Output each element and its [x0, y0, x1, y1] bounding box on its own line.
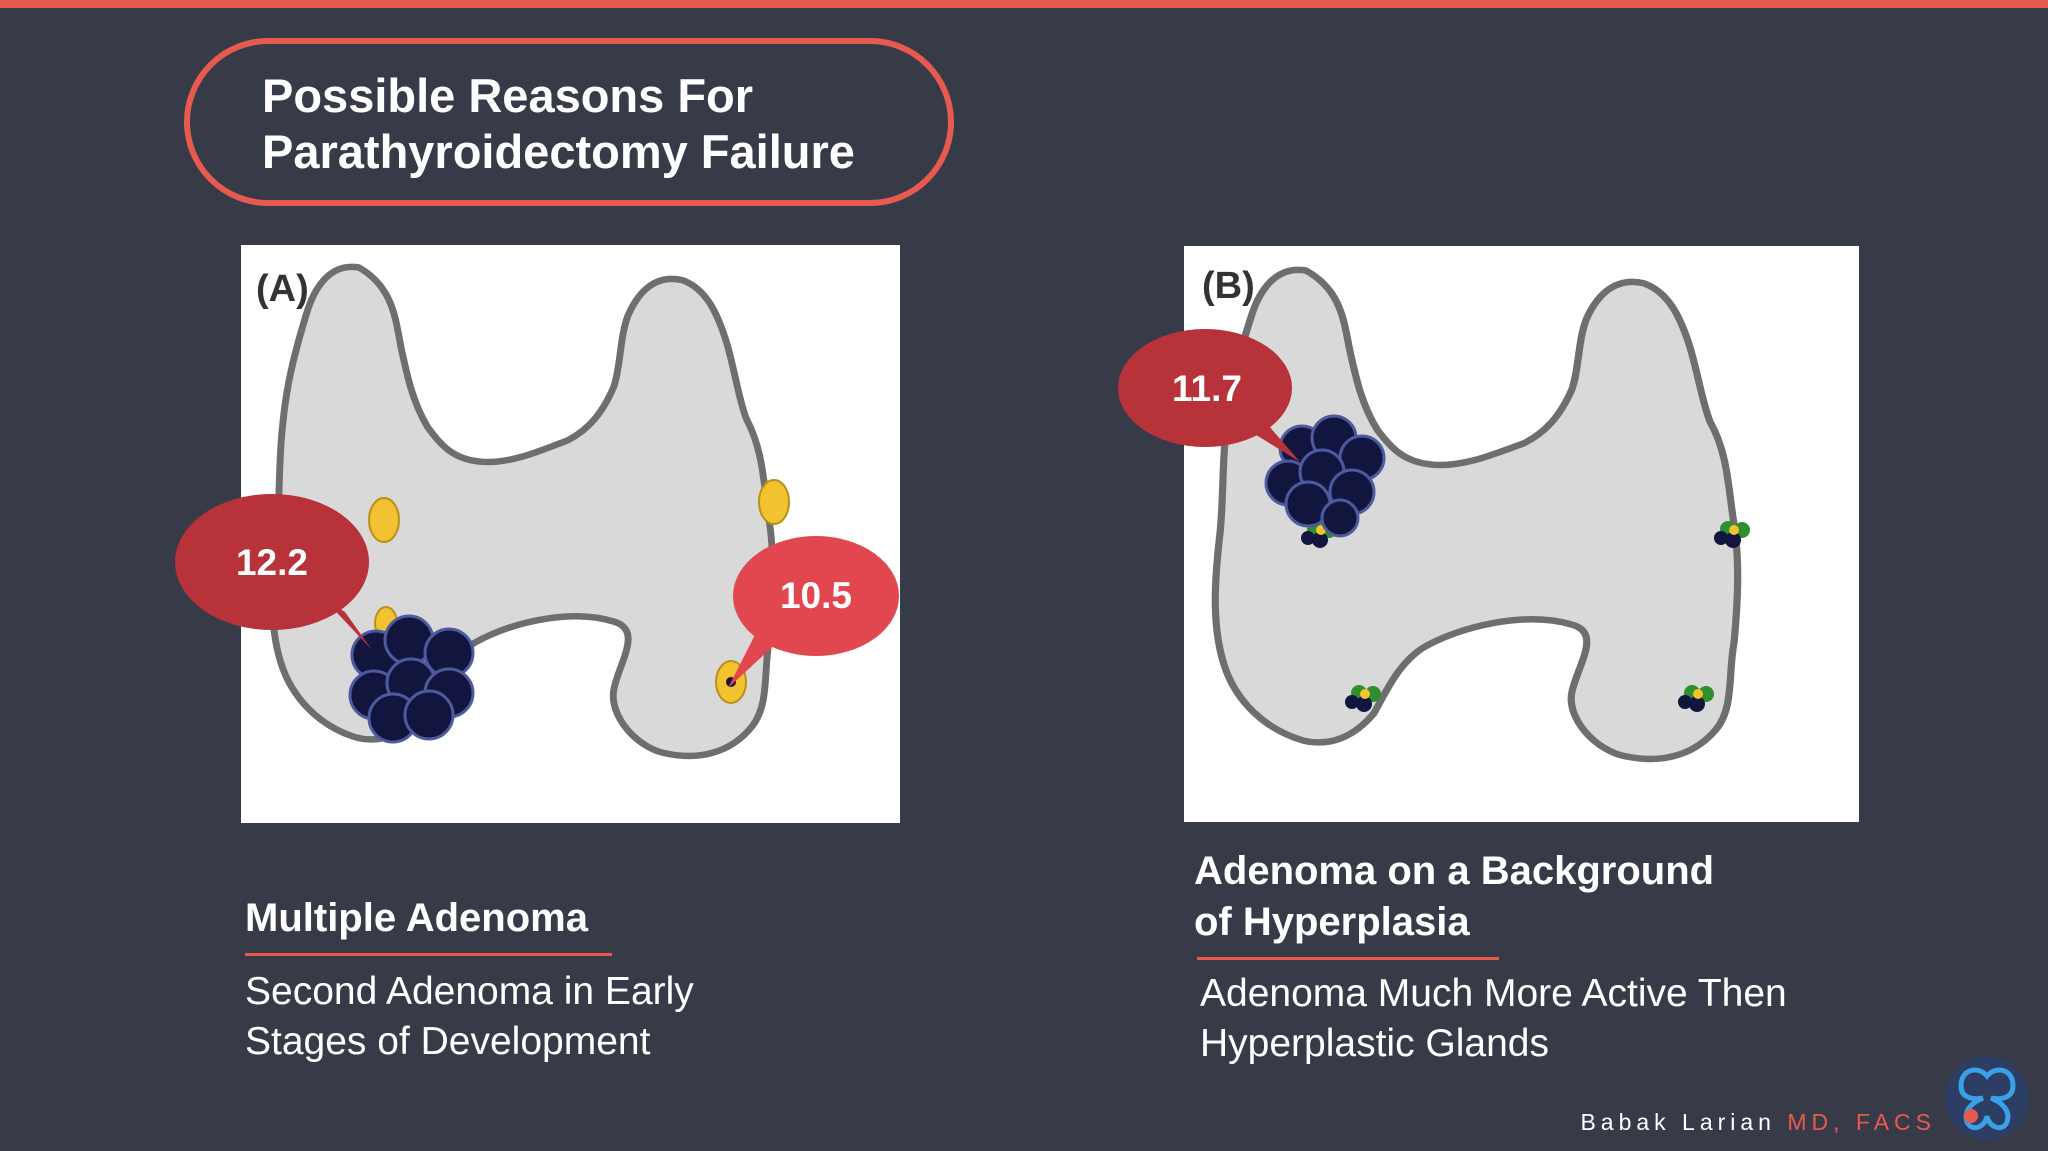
thyroid-gland-icon: [268, 263, 790, 760]
title-line-1: Possible Reasons For: [262, 69, 754, 122]
panel-b-heading-underline: [1197, 957, 1499, 960]
panel-a-description-line-1: Second Adenoma in Early: [245, 970, 694, 1013]
gland-upper-left: [368, 497, 400, 543]
panel-a-heading-underline: [245, 953, 612, 956]
adenoma-cluster-a: [348, 614, 475, 744]
hyperplastic-gland-lower-left: [1345, 685, 1381, 712]
title-box: Possible Reasons For Parathyroidectomy F…: [184, 38, 954, 206]
title-line-2: Parathyroidectomy Failure: [262, 125, 855, 178]
thyroid-gland-icon: [1211, 266, 1750, 763]
panel-b-description-line-1: Adenoma Much More Active Then: [1200, 972, 1787, 1015]
top-accent-bar: [0, 0, 2048, 8]
panel-a-diagram: [241, 245, 900, 823]
panel-b-diagram: [1184, 246, 1859, 822]
hyperplastic-gland-upper-right: [1714, 521, 1750, 548]
early-adenoma-dot: [726, 677, 736, 687]
panel-b-heading-line-2: of Hyperplasia: [1194, 900, 1470, 944]
author-signature: Babak Larian MD, FACS: [1580, 1109, 1936, 1136]
thyroid-outline: [268, 263, 777, 760]
panel-b-heading-line-1: Adenoma on a Background: [1194, 849, 1715, 893]
panel-b-description-line-2: Hyperplastic Glands: [1200, 1022, 1549, 1065]
hyperplastic-gland-lower-right: [1678, 685, 1714, 712]
panel-a-heading: Multiple Adenoma: [245, 896, 588, 940]
panel-a-description-line-2: Stages of Development: [245, 1020, 651, 1063]
thyroid-outline: [1211, 266, 1742, 763]
logo-icon: [1945, 1056, 2029, 1140]
gland-upper-right: [758, 479, 790, 525]
author-credentials: MD, FACS: [1787, 1109, 1936, 1135]
author-name: Babak Larian: [1580, 1109, 1776, 1135]
